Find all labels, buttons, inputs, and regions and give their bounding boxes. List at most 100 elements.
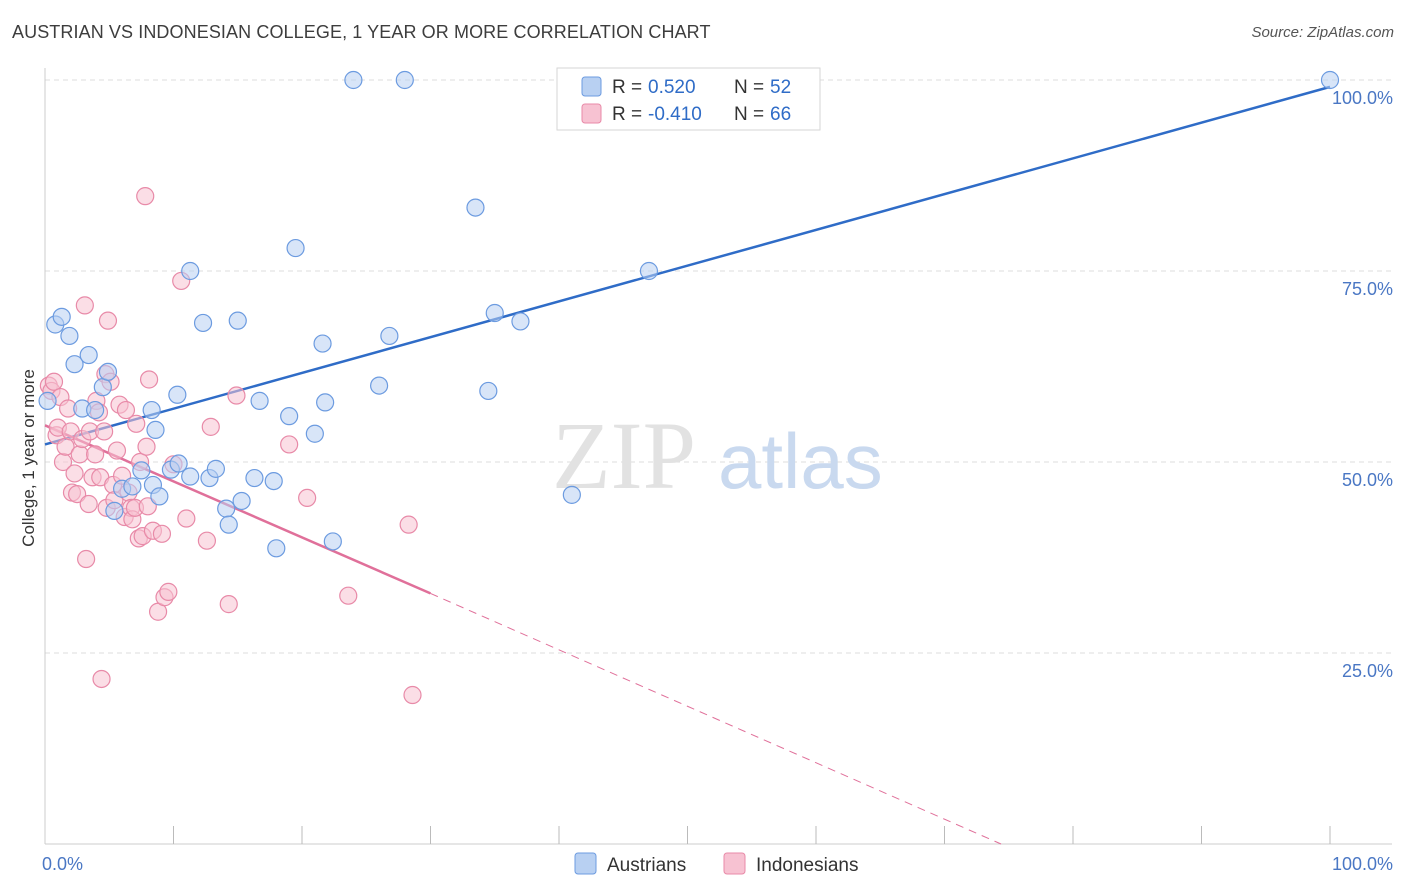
point-austrians bbox=[105, 501, 124, 520]
point-austrians bbox=[217, 499, 236, 518]
point-austrians bbox=[219, 515, 238, 534]
point-indonesians bbox=[139, 370, 159, 389]
point-austrians bbox=[60, 326, 79, 346]
point-austrians bbox=[193, 313, 213, 333]
legend-r-label-indonesians: R = bbox=[612, 104, 642, 125]
point-indonesians bbox=[137, 437, 156, 456]
y-tick-label: 100.0% bbox=[1332, 88, 1393, 108]
point-austrians bbox=[132, 461, 151, 480]
axis-layer: 25.0% 50.0% 75.0% 100.0% 0.0% 100.0% bbox=[42, 68, 1393, 874]
legend-r-label-austrians: R = bbox=[612, 77, 642, 98]
point-indonesians bbox=[136, 187, 155, 206]
point-austrians bbox=[316, 393, 335, 412]
point-indonesians bbox=[399, 515, 418, 534]
y-tick-label: 25.0% bbox=[1342, 661, 1393, 681]
point-austrians bbox=[38, 391, 57, 410]
source-label: Source: ZipAtlas.com bbox=[1251, 24, 1394, 41]
point-austrians bbox=[150, 487, 169, 506]
watermark: ZIP atlas bbox=[552, 402, 883, 509]
legend: R = 0.520 N = 52 R = -0.410 N = 66 bbox=[556, 67, 821, 131]
point-austrians bbox=[250, 391, 269, 410]
point-austrians bbox=[313, 334, 332, 353]
point-indonesians bbox=[197, 531, 217, 550]
trendline-indonesians-extension bbox=[430, 592, 1002, 845]
point-austrians bbox=[264, 472, 283, 491]
point-austrians bbox=[206, 459, 226, 478]
y-tick-label: 75.0% bbox=[1342, 279, 1393, 299]
y-axis-title: College, 1 year or more bbox=[19, 369, 38, 547]
point-indonesians bbox=[219, 595, 238, 614]
point-austrians bbox=[98, 362, 118, 381]
point-austrians bbox=[511, 312, 530, 331]
point-austrians bbox=[466, 198, 485, 217]
point-indonesians bbox=[79, 494, 98, 514]
point-austrians bbox=[267, 539, 286, 558]
point-austrians bbox=[142, 400, 161, 420]
legend-r-value-austrians: 0.520 bbox=[648, 77, 696, 98]
points-layer bbox=[38, 70, 1340, 705]
point-austrians bbox=[639, 261, 659, 281]
point-austrians bbox=[344, 70, 363, 90]
point-austrians bbox=[562, 485, 581, 504]
point-austrians bbox=[280, 407, 299, 426]
legend-swatch-indonesians bbox=[581, 103, 602, 124]
point-indonesians bbox=[227, 386, 246, 405]
point-indonesians bbox=[77, 549, 96, 569]
chart-title: AUSTRIAN VS INDONESIAN COLLEGE, 1 YEAR O… bbox=[12, 22, 711, 42]
legend-r-value-indonesians: -0.410 bbox=[648, 104, 702, 125]
point-indonesians bbox=[98, 311, 118, 330]
point-austrians bbox=[286, 238, 305, 258]
x-tick-label: 100.0% bbox=[1332, 854, 1393, 874]
point-austrians bbox=[181, 261, 200, 281]
legend-n-value-austrians: 52 bbox=[770, 77, 791, 98]
point-austrians bbox=[86, 400, 105, 420]
point-austrians bbox=[370, 376, 389, 395]
bottom-legend-swatch-austrians bbox=[574, 852, 597, 875]
point-indonesians bbox=[86, 445, 105, 464]
point-austrians bbox=[323, 532, 342, 551]
point-indonesians bbox=[403, 685, 422, 705]
point-indonesians bbox=[298, 488, 317, 508]
point-austrians bbox=[305, 424, 324, 443]
point-austrians bbox=[395, 70, 414, 90]
bottom-legend-indonesians: Indonesians bbox=[756, 855, 858, 876]
point-indonesians bbox=[65, 464, 84, 483]
point-austrians bbox=[79, 345, 98, 365]
point-austrians bbox=[52, 307, 71, 326]
point-austrians bbox=[123, 477, 142, 496]
point-austrians bbox=[228, 311, 247, 330]
point-indonesians bbox=[177, 509, 196, 528]
point-austrians bbox=[479, 381, 498, 401]
point-indonesians bbox=[107, 441, 127, 460]
x-tick-label: 0.0% bbox=[42, 854, 83, 874]
point-indonesians bbox=[159, 582, 178, 601]
point-indonesians bbox=[70, 445, 89, 464]
point-indonesians bbox=[138, 497, 157, 516]
point-indonesians bbox=[201, 417, 220, 436]
point-austrians bbox=[485, 303, 504, 323]
watermark-atlas: atlas bbox=[718, 417, 883, 505]
legend-n-label-austrians: N = bbox=[734, 77, 764, 98]
point-indonesians bbox=[116, 400, 136, 420]
bottom-legend-austrians: Austrians bbox=[607, 855, 686, 876]
point-indonesians bbox=[44, 372, 64, 391]
point-austrians bbox=[168, 385, 187, 404]
point-indonesians bbox=[127, 414, 146, 433]
point-austrians bbox=[232, 491, 251, 511]
y-tick-label: 50.0% bbox=[1342, 470, 1393, 490]
point-austrians bbox=[1320, 70, 1340, 90]
point-indonesians bbox=[280, 435, 299, 454]
point-indonesians bbox=[95, 422, 114, 441]
grid-layer bbox=[45, 79, 1392, 654]
legend-n-label-indonesians: N = bbox=[734, 104, 764, 125]
legend-n-value-indonesians: 66 bbox=[770, 104, 791, 125]
trendline-austrians bbox=[44, 85, 1331, 446]
point-austrians bbox=[169, 454, 188, 473]
point-indonesians bbox=[152, 524, 172, 543]
point-austrians bbox=[146, 420, 165, 440]
bottom-legend-swatch-indonesians bbox=[723, 852, 746, 875]
legend-swatch-austrians bbox=[581, 76, 602, 97]
point-indonesians bbox=[68, 484, 87, 504]
point-austrians bbox=[93, 378, 112, 397]
